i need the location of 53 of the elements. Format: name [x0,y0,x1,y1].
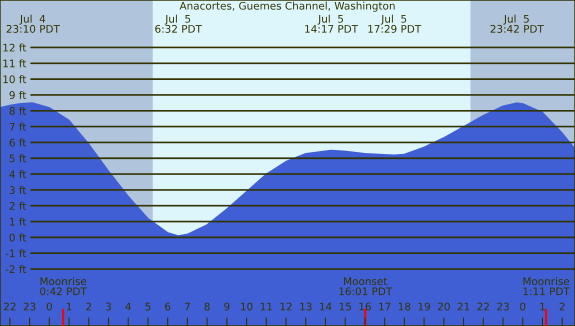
x-tick-label: 7 [184,302,190,310]
y-tick-label: -1 ft [6,249,26,258]
ref-line-label: Moonrise 1:11 PDT [523,277,570,296]
x-tick-label: 23 [24,302,36,310]
y-tick-label: 4 ft [9,170,26,178]
x-tick-label: 22 [477,302,489,310]
x-tick-label: 5 [145,302,150,310]
y-tick-label: -2 ft [6,265,26,273]
x-tick-label: 2 [560,302,564,310]
x-tick-label: 1 [66,302,72,310]
x-tick-label: 19 [418,302,430,310]
ref-line-label: Moonset 16:01 PDT [339,277,392,296]
y-tick-label: 7 ft [10,122,26,131]
annotation: Jul 5 6:32 PDT [155,14,202,33]
x-tick-label: 3 [106,302,111,310]
x-tick-label: 0 [46,302,52,310]
x-tick-label: 20 [438,302,450,310]
y-tick-label: 3 ft [10,186,26,194]
x-tick-label: 16 [359,302,371,310]
x-tick-label: 4 [125,302,131,310]
x-tick-label: 17 [379,302,390,310]
y-tick-label: 5 ft [10,154,26,162]
y-tick-label: 11 ft [3,59,26,68]
x-tick-label: 13 [300,302,312,310]
x-tick-label: 1 [540,302,545,310]
x-tick-label: 11 [260,302,272,310]
x-tick-label: 9 [224,302,230,310]
y-tick-label: 9 ft [10,90,26,100]
y-tick-label: 6 ft [10,138,26,147]
x-tick-label: 8 [204,302,210,310]
ref-line-label: Moonrise 0:42 PDT [40,277,87,296]
x-tick-label: 21 [458,302,470,310]
annotation: Jul 5 14:17 PDT [305,14,358,33]
x-tick-label: 10 [241,302,253,310]
annotation: Jul 5 17:29 PDT [368,14,422,33]
y-tick-label: 2 ft [10,202,26,210]
x-tick-label: 23 [497,302,509,310]
x-tick-label: 18 [398,302,410,310]
y-tick-label: 1 ft [10,218,26,226]
x-tick-label: 14 [320,302,332,310]
annotation: Jul 4 23:10 PDT [6,14,60,33]
y-tick-label: 12 ft [3,44,26,52]
x-tick-label: 12 [280,302,292,310]
y-tick-label: 8 ft [10,106,26,115]
y-tick-label: 10 ft [3,75,26,84]
annotation: Jul 5 23:42 PDT [490,14,544,33]
x-tick-label: 0 [520,302,526,310]
chart-title: Anacortes, Guemes Channel, Washington [180,2,395,12]
x-tick-label: 15 [340,302,351,310]
x-tick-label: 2 [86,302,92,310]
y-tick-label: 0 ft [10,233,26,242]
x-tick-label: 22 [4,302,16,310]
x-tick-label: 6 [165,302,170,310]
